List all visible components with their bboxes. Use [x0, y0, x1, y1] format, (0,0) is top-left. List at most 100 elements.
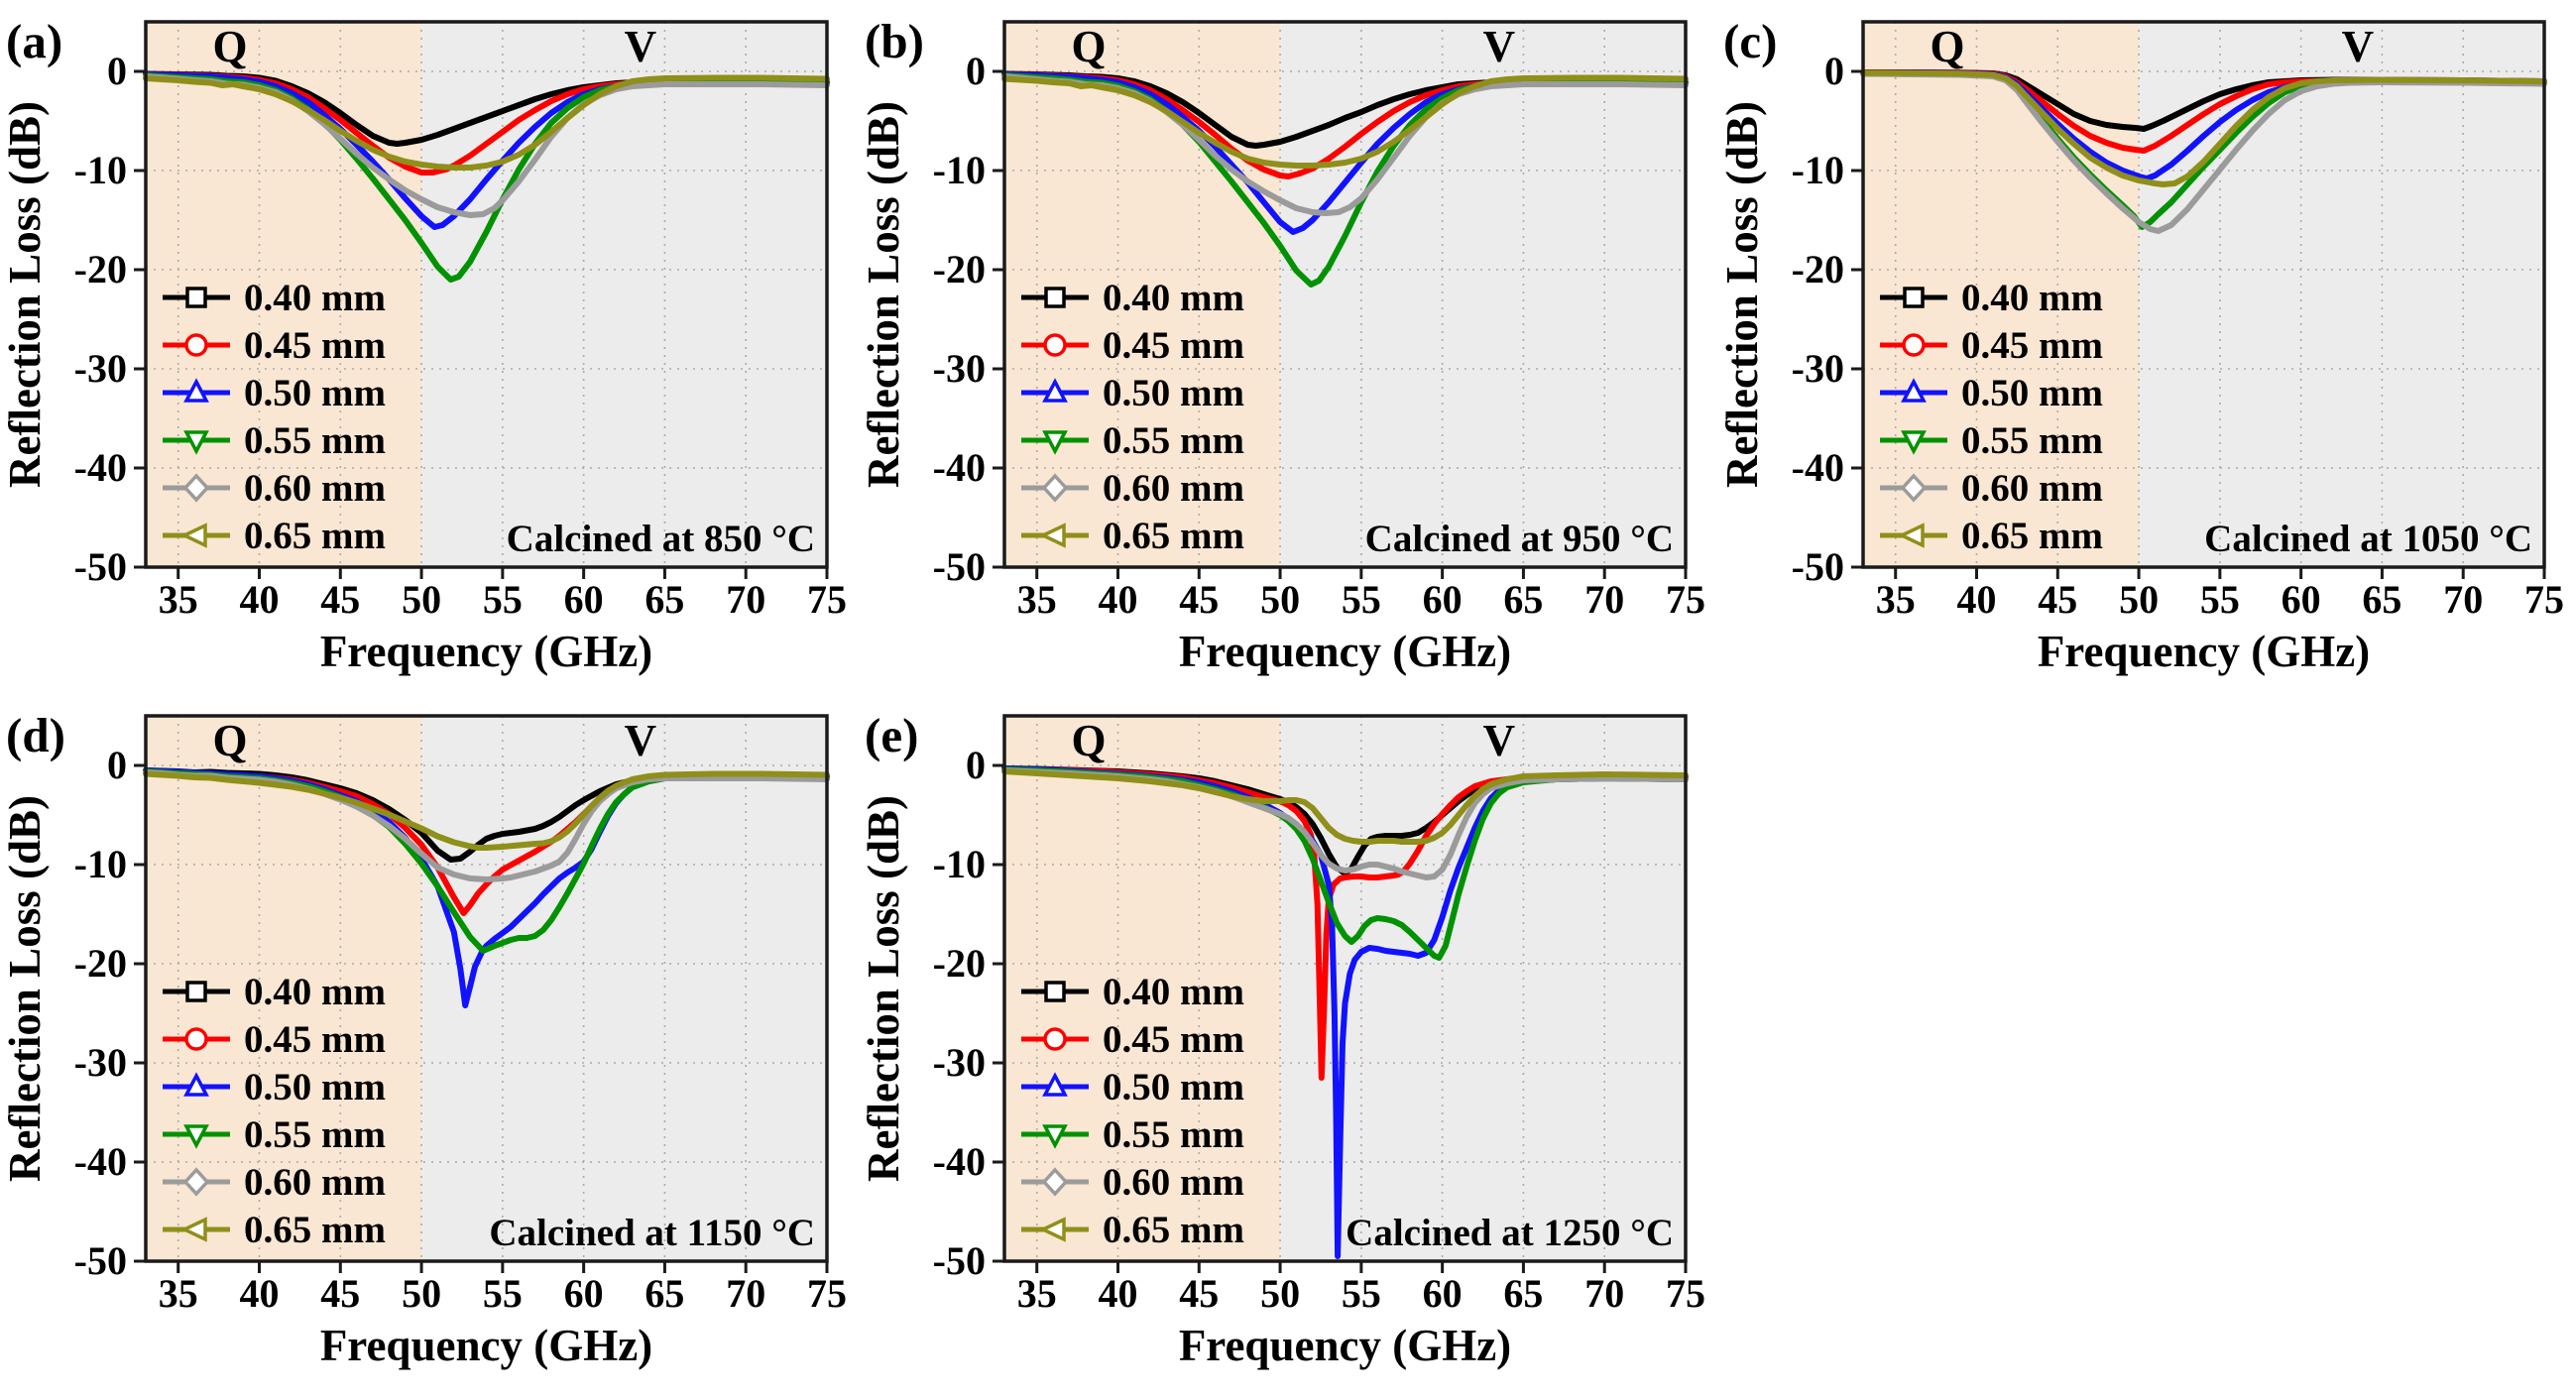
- band-label-q: Q: [213, 22, 248, 71]
- legend-label: 0.55 mm: [1961, 419, 2103, 462]
- band-label-v: V: [1483, 716, 1516, 765]
- x-tick-label: 70: [1584, 1271, 1624, 1316]
- band-label-q: Q: [1072, 22, 1107, 71]
- legend-label: 0.40 mm: [1103, 971, 1244, 1013]
- band-label-v: V: [625, 716, 657, 765]
- y-tick-label: -20: [74, 941, 127, 986]
- panel-e-chart: Q V 35 40 45 50 55 60 65 70 75 0 -10 -20 -30 -40 -50 Freq…: [859, 708, 1705, 1370]
- x-tick-label: 40: [1099, 1271, 1138, 1316]
- y-tick-label: -30: [933, 1040, 986, 1085]
- y-tick-label: -50: [1792, 544, 1844, 589]
- x-tick-label: 40: [240, 1271, 280, 1316]
- legend-label: 0.65 mm: [244, 1209, 386, 1251]
- x-tick-label: 55: [1342, 577, 1381, 622]
- y-axis-title: Reflection Loss (dB): [859, 101, 908, 488]
- y-tick-label: -30: [74, 1040, 127, 1085]
- y-tick-label: -30: [74, 346, 127, 391]
- legend-marker-circle-icon: [1902, 333, 1926, 357]
- legend-marker-diamond-icon: [1041, 473, 1069, 503]
- x-tick-label: 65: [1503, 1271, 1543, 1316]
- x-tick-label: 55: [1342, 1271, 1381, 1316]
- x-tick-label: 35: [1017, 1271, 1057, 1316]
- annotation-e: Calcined at 1250 °C: [1346, 1212, 1674, 1254]
- legend-label: 0.45 mm: [1103, 1018, 1244, 1061]
- band-label-v: V: [1483, 22, 1516, 71]
- x-axis-title: Frequency (GHz): [1179, 1321, 1511, 1370]
- series-curves: [143, 767, 830, 1008]
- x-tick-label: 75: [807, 1271, 847, 1316]
- panel-label-e: (e): [865, 708, 918, 762]
- legend-marker-triangle-left-icon: [179, 1217, 207, 1242]
- legend-marker-triangle-down-icon: [183, 430, 209, 455]
- legend-marker-triangle-left-icon: [1038, 1217, 1066, 1242]
- annotation-a: Calcined at 850 °C: [507, 518, 815, 560]
- y-axis-title: Reflection Loss (dB): [0, 101, 50, 488]
- y-tick-label: 0: [966, 743, 986, 787]
- y-tick-label: 0: [1824, 49, 1844, 93]
- y-tick-label: -50: [74, 1238, 127, 1283]
- annotation-c: Calcined at 1050 °C: [2204, 518, 2532, 560]
- legend-label: 0.60 mm: [1103, 467, 1244, 510]
- curve-065mm: [1860, 69, 2547, 187]
- panel-a-chart: Q V 35 40 45 50 55 60 65 70 75 0 -10 -20 -30 -40 -50 Freq…: [0, 14, 847, 676]
- y-tick-label: -40: [933, 445, 986, 490]
- y-tick-label: -50: [933, 544, 986, 589]
- band-v: [421, 22, 827, 567]
- legend: 0.40 mm 0.45 mm 0.50 mm 0.55 mm 0.60 mm 0.65 …: [1021, 971, 1244, 1251]
- legend-marker-diamond-icon: [1900, 473, 1928, 503]
- y-axis-title: Reflection Loss (dB): [859, 795, 908, 1182]
- x-tick-label: 40: [240, 577, 280, 622]
- curve-065mm: [1001, 768, 1689, 845]
- band-v: [1280, 22, 1686, 567]
- legend-marker-circle-icon: [1043, 333, 1067, 357]
- y-tick-label: -10: [1792, 148, 1844, 192]
- legend-marker-diamond-icon: [1041, 1167, 1069, 1197]
- legend-label: 0.60 mm: [244, 1161, 386, 1204]
- band-label-v: V: [2342, 22, 2375, 71]
- legend: 0.40 mm 0.45 mm 0.50 mm 0.55 mm 0.60 mm 0.65 …: [1021, 277, 1244, 557]
- legend-marker-triangle-up-icon: [183, 378, 209, 403]
- legend: 0.40 mm 0.45 mm 0.50 mm 0.55 mm 0.60 mm 0.65 …: [1880, 277, 2103, 557]
- panel-c-chart: Q V 35 40 45 50 55 60 65 70 75 0 -10 -20 -30 -40 -50 Freq…: [1717, 14, 2564, 676]
- legend-label: 0.55 mm: [1103, 419, 1244, 462]
- panel-label-b: (b): [865, 14, 924, 68]
- x-tick-label: 50: [402, 577, 441, 622]
- y-tick-label: -40: [1792, 445, 1844, 490]
- panel-label-d: (d): [6, 708, 65, 762]
- band-label-q: Q: [213, 716, 248, 765]
- band-label-v: V: [625, 22, 657, 71]
- axis-ticks: [993, 69, 1688, 579]
- legend-label: 0.60 mm: [1103, 1161, 1244, 1204]
- legend-label: 0.60 mm: [1961, 467, 2103, 510]
- legend: 0.40 mm 0.45 mm 0.50 mm 0.55 mm 0.60 mm 0.65 …: [163, 971, 386, 1251]
- x-tick-label: 60: [2282, 577, 2321, 622]
- band-v: [421, 716, 827, 1261]
- x-tick-label: 65: [644, 1271, 684, 1316]
- legend-marker-diamond-icon: [182, 1167, 210, 1197]
- x-tick-label: 40: [1957, 577, 1997, 622]
- legend-label: 0.55 mm: [1103, 1113, 1244, 1156]
- annotation-b: Calcined at 950 °C: [1365, 518, 1674, 560]
- legend-label: 0.40 mm: [244, 971, 386, 1013]
- panel-b-chart: Q V 35 40 45 50 55 60 65 70 75 0 -10 -20 -30 -40 -50 Freq…: [859, 14, 1705, 676]
- y-tick-label: -20: [933, 247, 986, 291]
- y-tick-label: -20: [74, 247, 127, 291]
- x-tick-label: 35: [159, 577, 198, 622]
- x-tick-label: 45: [320, 577, 360, 622]
- x-tick-label: 55: [483, 1271, 523, 1316]
- x-tick-label: 55: [2200, 577, 2240, 622]
- legend-label: 0.65 mm: [1103, 1209, 1244, 1251]
- y-tick-label: -10: [933, 148, 986, 192]
- y-tick-label: -30: [933, 346, 986, 391]
- legend-marker-triangle-left-icon: [179, 523, 207, 548]
- legend-label: 0.50 mm: [1961, 372, 2103, 414]
- x-tick-label: 60: [564, 577, 604, 622]
- plot-border: [1861, 20, 2546, 569]
- x-tick-label: 70: [2443, 577, 2483, 622]
- legend-label: 0.45 mm: [1103, 324, 1244, 367]
- x-tick-label: 75: [2524, 577, 2564, 622]
- y-tick-label: -10: [933, 842, 986, 886]
- legend-label: 0.55 mm: [244, 1113, 386, 1156]
- legend-marker-circle-icon: [184, 333, 208, 357]
